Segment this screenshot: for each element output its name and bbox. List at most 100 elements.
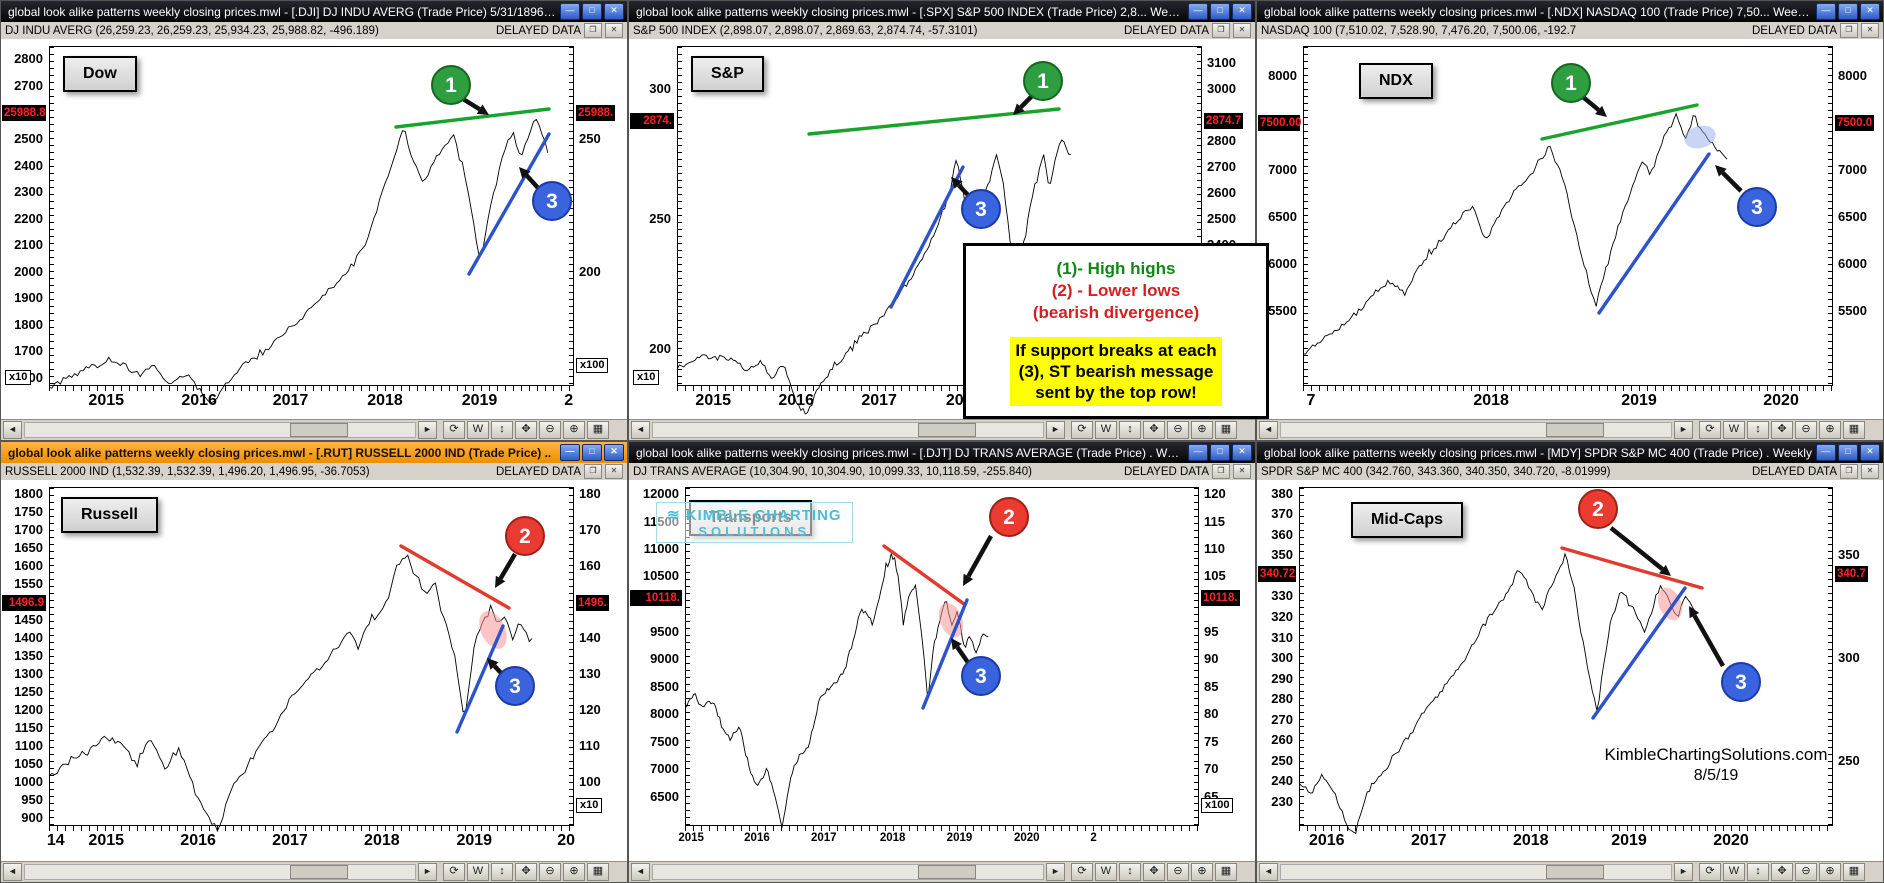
scrollbar[interactable] xyxy=(24,422,416,438)
toolbar-button-✥[interactable]: ✥ xyxy=(1771,863,1793,881)
toolbar-button-▦[interactable]: ▦ xyxy=(587,863,609,881)
scrollbar-thumb[interactable] xyxy=(290,865,349,879)
toolbar-button-↕[interactable]: ↕ xyxy=(1119,863,1141,881)
toolbar-button-W[interactable]: W xyxy=(1095,421,1117,439)
scroll-right-button[interactable]: ► xyxy=(1674,421,1693,439)
toolbar-button-⊖[interactable]: ⊖ xyxy=(1795,863,1817,881)
scrollbar[interactable] xyxy=(24,864,416,880)
toolbar-button-▦[interactable]: ▦ xyxy=(587,421,609,439)
toolbar-button-⊕[interactable]: ⊕ xyxy=(1819,421,1841,439)
close-chart-button[interactable]: ✕ xyxy=(605,23,623,38)
scrollbar-thumb[interactable] xyxy=(918,423,977,437)
close-button[interactable]: ✕ xyxy=(1860,3,1880,20)
toolbar-button-↕[interactable]: ↕ xyxy=(1119,421,1141,439)
close-chart-button[interactable]: ✕ xyxy=(1861,464,1879,479)
toolbar-button-↕[interactable]: ↕ xyxy=(1747,421,1769,439)
scroll-right-button[interactable]: ► xyxy=(418,863,437,881)
scroll-right-button[interactable]: ► xyxy=(1046,421,1065,439)
scroll-left-button[interactable]: ◄ xyxy=(1259,863,1278,881)
toolbar-button-⊖[interactable]: ⊖ xyxy=(1167,421,1189,439)
plot-area[interactable] xyxy=(1299,487,1833,826)
scrollbar[interactable] xyxy=(652,422,1044,438)
toolbar-button-⟳[interactable]: ⟳ xyxy=(443,863,465,881)
scrollbar-thumb[interactable] xyxy=(290,423,349,437)
toolbar-button-▦[interactable]: ▦ xyxy=(1843,421,1865,439)
close-chart-button[interactable]: ✕ xyxy=(605,464,623,479)
toolbar-button-⟳[interactable]: ⟳ xyxy=(1699,863,1721,881)
scrollbar-thumb[interactable] xyxy=(918,865,977,879)
maximize-button[interactable]: □ xyxy=(1838,3,1858,20)
chart-icon-button[interactable]: ❐ xyxy=(1212,23,1230,38)
minimize-button[interactable]: — xyxy=(1188,3,1208,20)
toolbar-button-⟳[interactable]: ⟳ xyxy=(443,421,465,439)
scroll-left-button[interactable]: ◄ xyxy=(631,863,650,881)
scrollbar[interactable] xyxy=(1280,864,1672,880)
y-axis-tick: 250 xyxy=(1838,752,1860,768)
maximize-button[interactable]: □ xyxy=(582,444,602,461)
toolbar-button-↕[interactable]: ↕ xyxy=(1747,863,1769,881)
close-button[interactable]: ✕ xyxy=(1232,444,1252,461)
chart-icon-button[interactable]: ❐ xyxy=(584,464,602,479)
toolbar-button-✥[interactable]: ✥ xyxy=(1143,863,1165,881)
toolbar-button-▦[interactable]: ▦ xyxy=(1215,421,1237,439)
scrollbar-thumb[interactable] xyxy=(1546,865,1605,879)
toolbar-button-⟳[interactable]: ⟳ xyxy=(1071,421,1093,439)
toolbar-button-W[interactable]: W xyxy=(1723,863,1745,881)
maximize-button[interactable]: □ xyxy=(582,3,602,20)
minimize-button[interactable]: — xyxy=(1188,444,1208,461)
toolbar-button-✥[interactable]: ✥ xyxy=(515,863,537,881)
toolbar-button-↕[interactable]: ↕ xyxy=(491,421,513,439)
toolbar-button-▦[interactable]: ▦ xyxy=(1843,863,1865,881)
close-chart-button[interactable]: ✕ xyxy=(1861,23,1879,38)
chart-icon-button[interactable]: ❐ xyxy=(584,23,602,38)
toolbar-button-⊖[interactable]: ⊖ xyxy=(1167,863,1189,881)
toolbar-button-W[interactable]: W xyxy=(467,421,489,439)
close-button[interactable]: ✕ xyxy=(604,444,624,461)
toolbar-button-⊕[interactable]: ⊕ xyxy=(1191,863,1213,881)
toolbar-button-⊕[interactable]: ⊕ xyxy=(1191,421,1213,439)
toolbar-button-✥[interactable]: ✥ xyxy=(1771,421,1793,439)
y-axis-tick: 1700 xyxy=(14,522,43,538)
toolbar-button-▦[interactable]: ▦ xyxy=(1215,863,1237,881)
toolbar-button-⊕[interactable]: ⊕ xyxy=(1819,863,1841,881)
scroll-right-button[interactable]: ► xyxy=(418,421,437,439)
scroll-left-button[interactable]: ◄ xyxy=(3,421,22,439)
toolbar-button-⊕[interactable]: ⊕ xyxy=(563,421,585,439)
toolbar-button-⊖[interactable]: ⊖ xyxy=(1795,421,1817,439)
toolbar-button-⊖[interactable]: ⊖ xyxy=(539,421,561,439)
toolbar-button-⊕[interactable]: ⊕ xyxy=(563,863,585,881)
toolbar-button-⟳[interactable]: ⟳ xyxy=(1071,863,1093,881)
maximize-button[interactable]: □ xyxy=(1838,444,1858,461)
close-button[interactable]: ✕ xyxy=(1232,3,1252,20)
maximize-button[interactable]: □ xyxy=(1210,3,1230,20)
scrollbar[interactable] xyxy=(1280,422,1672,438)
close-chart-button[interactable]: ✕ xyxy=(1233,464,1251,479)
toolbar-button-✥[interactable]: ✥ xyxy=(1143,421,1165,439)
scroll-left-button[interactable]: ◄ xyxy=(631,421,650,439)
window-statusbar: ◄ ► ⟳ W ↕ ✥ ⊖ ⊕ ▦ xyxy=(1,861,627,882)
scroll-right-button[interactable]: ► xyxy=(1046,863,1065,881)
chart-icon-button[interactable]: ❐ xyxy=(1212,464,1230,479)
minimize-button[interactable]: — xyxy=(1816,3,1836,20)
maximize-button[interactable]: □ xyxy=(1210,444,1230,461)
chart-icon-button[interactable]: ❐ xyxy=(1840,464,1858,479)
minimize-button[interactable]: — xyxy=(560,3,580,20)
toolbar-button-W[interactable]: W xyxy=(1095,863,1117,881)
minimize-button[interactable]: — xyxy=(1816,444,1836,461)
toolbar-button-⊖[interactable]: ⊖ xyxy=(539,863,561,881)
scroll-left-button[interactable]: ◄ xyxy=(1259,421,1278,439)
close-chart-button[interactable]: ✕ xyxy=(1233,23,1251,38)
toolbar-button-✥[interactable]: ✥ xyxy=(515,421,537,439)
close-button[interactable]: ✕ xyxy=(1860,444,1880,461)
scrollbar[interactable] xyxy=(652,864,1044,880)
scroll-right-button[interactable]: ► xyxy=(1674,863,1693,881)
toolbar-button-⟳[interactable]: ⟳ xyxy=(1699,421,1721,439)
toolbar-button-W[interactable]: W xyxy=(467,863,489,881)
minimize-button[interactable]: — xyxy=(560,444,580,461)
chart-icon-button[interactable]: ❐ xyxy=(1840,23,1858,38)
toolbar-button-↕[interactable]: ↕ xyxy=(491,863,513,881)
scrollbar-thumb[interactable] xyxy=(1546,423,1605,437)
scroll-left-button[interactable]: ◄ xyxy=(3,863,22,881)
toolbar-button-W[interactable]: W xyxy=(1723,421,1745,439)
close-button[interactable]: ✕ xyxy=(604,3,624,20)
